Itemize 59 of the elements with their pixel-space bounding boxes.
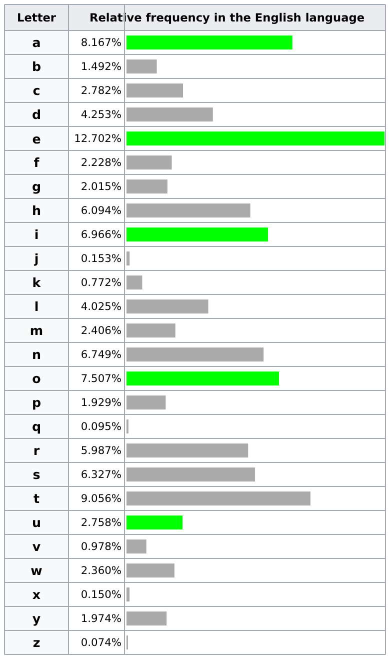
y-tick-label: a	[32, 35, 41, 50]
y-tick-label: c	[32, 83, 40, 98]
text: Relative frequency in the English language	[89, 10, 365, 24]
y-tick-label: t	[33, 491, 40, 506]
bar	[126, 36, 292, 50]
y-tick-label: d	[32, 107, 42, 122]
y-tick-label: m	[30, 323, 44, 338]
bar	[126, 372, 279, 386]
data-label: 4.025%	[80, 300, 122, 313]
y-tick-label: l	[34, 299, 39, 314]
y-tick-label: u	[32, 515, 42, 530]
data-label: 9.056%	[80, 492, 122, 505]
data-label: 0.978%	[80, 540, 122, 553]
data-label: 8.167%	[80, 36, 122, 49]
data-label: 1.974%	[80, 612, 122, 625]
data-label: 0.150%	[80, 588, 122, 601]
bar	[126, 516, 183, 530]
y-tick-label: p	[32, 395, 42, 410]
data-label: 12.702%	[74, 132, 122, 145]
y-tick-label: b	[32, 59, 42, 74]
data-label: 6.966%	[80, 228, 122, 241]
bar	[126, 132, 384, 146]
data-label: 0.153%	[80, 252, 122, 265]
y-axis-title: Letter	[17, 10, 56, 24]
data-label: 0.772%	[80, 276, 122, 289]
data-label: 6.094%	[80, 204, 122, 217]
data-label: 6.327%	[80, 468, 122, 481]
y-tick-label: e	[32, 132, 41, 146]
y-tick-label: y	[32, 611, 42, 626]
y-tick-label: i	[34, 227, 39, 242]
data-label: 4.253%	[80, 108, 122, 121]
data-label: 7.507%	[80, 372, 122, 385]
y-tick-label: q	[32, 419, 42, 434]
y-tick-label: h	[32, 203, 42, 218]
y-tick-label: r	[33, 443, 40, 458]
data-label: 0.095%	[80, 420, 122, 433]
data-label: 2.360%	[80, 564, 122, 577]
data-label: 2.015%	[80, 180, 122, 193]
data-label: 6.749%	[80, 348, 122, 361]
y-tick-label: n	[32, 347, 42, 362]
y-tick-label: z	[32, 635, 40, 650]
data-label: 1.492%	[80, 60, 122, 73]
data-label: 2.228%	[80, 156, 122, 169]
y-tick-label: v	[32, 539, 42, 554]
y-tick-label: g	[32, 179, 42, 194]
data-label: 2.782%	[80, 84, 122, 97]
y-tick-label: k	[32, 275, 42, 290]
y-tick-label: o	[32, 371, 42, 386]
y-tick-label: w	[30, 563, 43, 578]
data-label: 0.074%	[80, 636, 122, 649]
y-tick-label: s	[32, 467, 40, 482]
data-label: 2.406%	[80, 324, 122, 337]
y-tick-label: x	[32, 587, 41, 602]
y-tick-label: j	[33, 251, 39, 266]
data-label: 5.987%	[80, 444, 122, 457]
data-label: 2.758%	[80, 516, 122, 529]
y-tick-label: f	[34, 155, 40, 170]
data-label: 1.929%	[80, 396, 122, 409]
bar	[126, 228, 268, 242]
